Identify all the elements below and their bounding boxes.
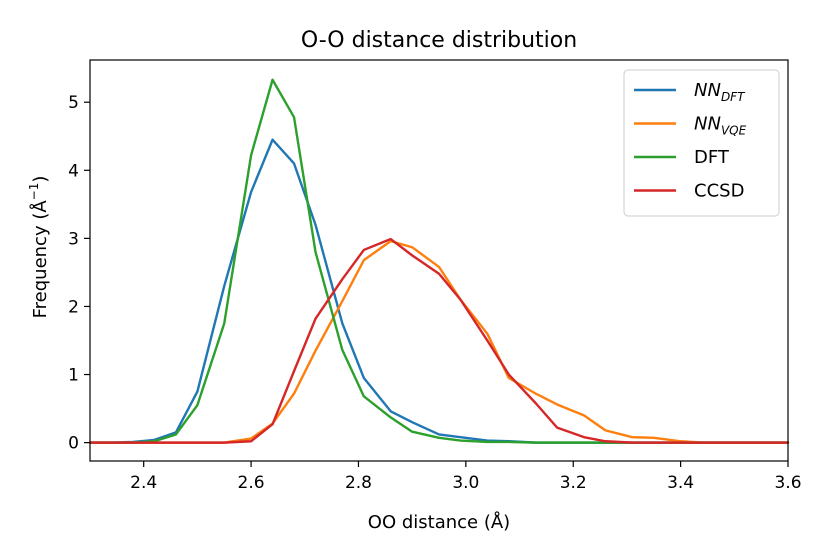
legend-label-ccsd: CCSD xyxy=(694,181,744,202)
x-tick-label: 3.4 xyxy=(667,473,694,493)
x-tick-label: 2.4 xyxy=(130,473,157,493)
y-tick-label: 3 xyxy=(68,229,79,249)
chart-title: O-O distance distribution xyxy=(301,28,577,53)
y-axis-title: Frequency (Å−1) xyxy=(27,176,51,319)
legend-label-nn-vqe: NNVQE xyxy=(694,114,747,138)
legend-label-main: DFT xyxy=(694,147,730,168)
legend-label-main: CCSD xyxy=(694,181,744,202)
y-tick-label: 4 xyxy=(68,161,79,181)
y-axis-title-main: Frequency (Å xyxy=(29,200,51,319)
y-axis-title-sup: −1 xyxy=(27,183,41,201)
x-tick-label: 2.6 xyxy=(238,473,265,493)
legend-label-sub: VQE xyxy=(721,124,747,138)
y-tick-label: 1 xyxy=(68,366,79,386)
x-tick-label: 2.8 xyxy=(345,473,372,493)
x-tick-label: 3.0 xyxy=(452,473,479,493)
legend-label-dft: DFT xyxy=(694,147,730,168)
y-tick-label: 0 xyxy=(68,434,79,454)
legend-label-main: NN xyxy=(694,80,721,101)
legend-label-nn-dft: NNDFT xyxy=(694,80,746,104)
legend-label-sub: DFT xyxy=(721,90,746,104)
x-tick-label: 3.6 xyxy=(774,473,801,493)
plot-area-frame xyxy=(89,59,789,462)
x-axis-title: OO distance (Å) xyxy=(368,511,510,533)
legend-box xyxy=(623,69,780,217)
y-tick-label: 2 xyxy=(68,297,79,317)
y-axis-title-end: ) xyxy=(30,176,51,183)
series-line-ccsd xyxy=(88,237,790,444)
legend-label-main: NN xyxy=(694,114,721,135)
y-tick-label: 5 xyxy=(68,93,79,113)
x-tick-label: 3.2 xyxy=(560,473,587,493)
series-line-nn-vqe xyxy=(88,239,790,444)
